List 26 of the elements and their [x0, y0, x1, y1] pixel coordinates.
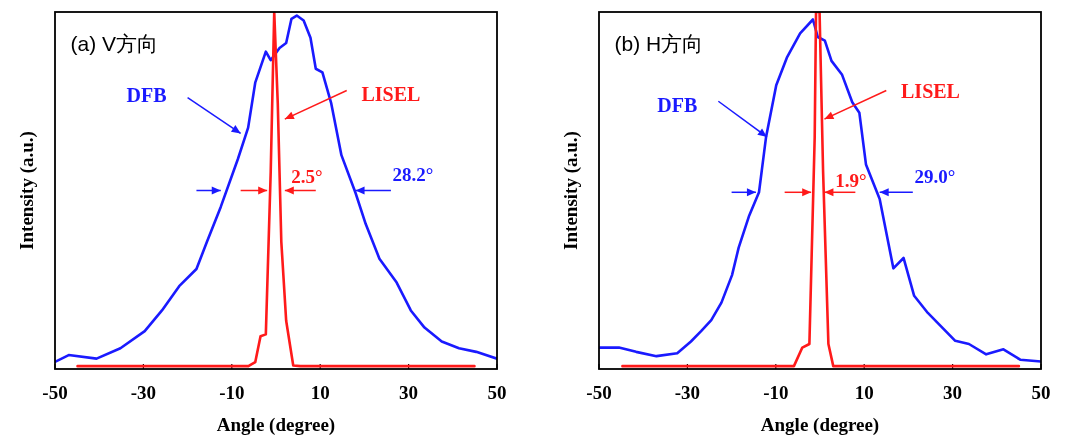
x-tick-label: -10	[219, 382, 245, 403]
text: (b) H方向	[614, 32, 704, 56]
x-tick-label: 30	[399, 382, 419, 403]
x-axis-title: Angle (degree)	[216, 414, 336, 436]
y-axis-title: Intensity (a.u.)	[16, 131, 38, 250]
text: DFB	[126, 83, 167, 106]
annotation: 29.0°	[914, 166, 956, 188]
text: DFB	[657, 93, 698, 116]
annotation: 28.2°	[392, 164, 434, 186]
x-tick-label: 10	[310, 382, 330, 403]
annotation: 2.5°	[291, 166, 323, 188]
x-axis-title: Angle (degree)	[760, 414, 880, 436]
x-tick-label: -50	[586, 382, 612, 403]
x-tick-label: -30	[130, 382, 157, 403]
x-tick-label: -10	[763, 382, 789, 403]
x-tick-label: -30	[674, 382, 701, 403]
x-tick-label: 50	[1031, 382, 1051, 403]
y-axis-title: Intensity (a.u.)	[560, 131, 582, 250]
x-tick-label: 10	[854, 382, 874, 403]
x-tick-label: 50	[487, 382, 507, 403]
legend-label: LISEL	[361, 83, 421, 106]
x-tick-label: -50	[42, 382, 68, 403]
x-tick-label: 30	[943, 382, 963, 403]
annotation: 1.9°	[835, 169, 867, 191]
text: LISEL	[901, 79, 960, 102]
text: (a) V方向	[70, 32, 158, 56]
